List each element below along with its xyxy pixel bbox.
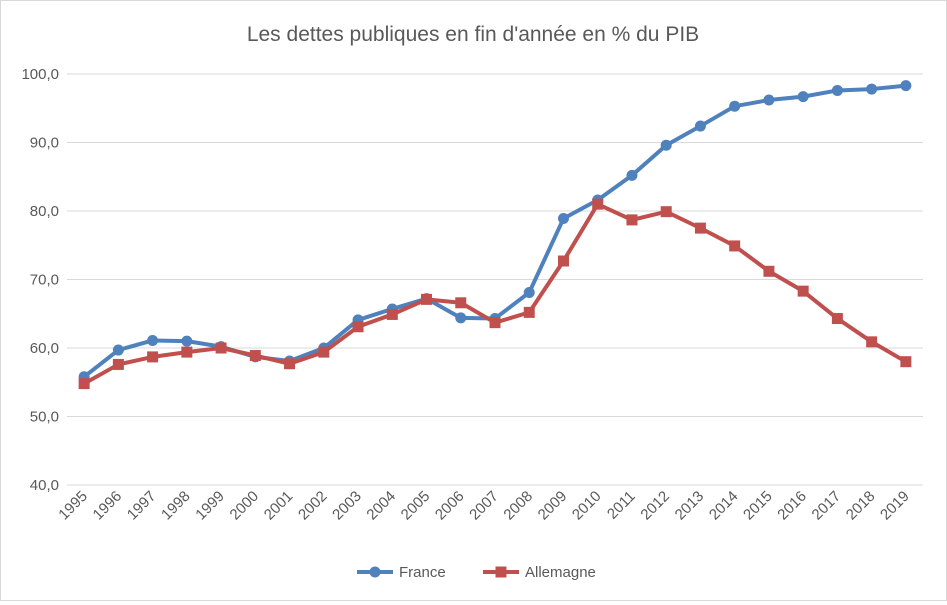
x-tick-label: 2016	[774, 488, 810, 524]
data-point	[763, 265, 775, 277]
legend-marker	[495, 566, 507, 578]
data-point	[386, 308, 398, 320]
legend-marker	[369, 566, 381, 578]
data-point	[866, 83, 878, 95]
x-tick-label: 2001	[261, 488, 297, 524]
data-point	[557, 213, 569, 225]
y-tick-label: 60,0	[30, 340, 59, 357]
series-0	[78, 80, 912, 383]
data-point	[694, 120, 706, 132]
x-tick-label: 2019	[877, 488, 913, 524]
x-tick-label: 2000	[227, 488, 263, 524]
y-tick-label: 100,0	[21, 66, 59, 83]
x-tick-label: 2018	[843, 488, 879, 524]
x-tick-label: 2002	[295, 488, 331, 524]
data-point	[900, 80, 912, 92]
data-point	[112, 358, 124, 370]
data-point	[489, 317, 501, 329]
data-point	[523, 306, 535, 318]
y-tick-label: 90,0	[30, 135, 59, 152]
series-group	[78, 80, 912, 390]
x-tick-label: 2015	[740, 488, 776, 524]
x-tick-label: 2014	[706, 488, 742, 524]
data-point	[352, 321, 364, 333]
data-point	[797, 91, 809, 103]
data-point	[181, 335, 193, 347]
data-point	[318, 346, 330, 358]
data-point	[900, 356, 912, 368]
series-line	[82, 202, 908, 386]
x-tick-label: 2009	[535, 488, 571, 524]
x-tick-label: 1998	[158, 488, 194, 524]
data-point	[626, 214, 638, 226]
data-point	[421, 293, 433, 305]
y-tick-label: 40,0	[30, 477, 59, 494]
x-tick-label: 1995	[55, 488, 91, 524]
data-point	[455, 312, 467, 324]
x-tick-label: 2013	[672, 488, 708, 524]
data-point	[831, 313, 843, 325]
data-point	[181, 346, 193, 358]
y-axis: 40,0 50,0 60,0 70,0 80,0 90,0 100,0	[21, 66, 59, 494]
y-tick-label: 80,0	[30, 203, 59, 220]
data-point	[797, 285, 809, 297]
data-point	[523, 287, 535, 299]
data-point	[626, 169, 638, 181]
data-point	[78, 378, 90, 390]
data-point	[763, 94, 775, 106]
data-point	[147, 351, 159, 363]
x-tick-label: 2012	[637, 488, 673, 524]
data-point	[215, 342, 227, 354]
data-point	[660, 206, 672, 218]
legend-item: Allemagne	[483, 564, 596, 581]
legend-item: France	[357, 564, 446, 581]
x-tick-label: 1996	[90, 488, 126, 524]
data-point	[147, 334, 159, 346]
data-point	[249, 350, 261, 362]
legend-label: Allemagne	[525, 564, 596, 581]
legend: France Allemagne	[357, 564, 596, 581]
x-tick-label: 2011	[604, 488, 639, 523]
series-1	[78, 198, 912, 390]
x-tick-label: 2010	[569, 488, 605, 524]
data-point	[455, 297, 467, 309]
x-tick-label: 2007	[466, 488, 502, 524]
x-tick-label: 1999	[192, 488, 228, 524]
y-tick-label: 70,0	[30, 272, 59, 289]
data-point	[557, 255, 569, 267]
series-line	[82, 83, 908, 379]
data-point	[694, 222, 706, 234]
x-tick-label: 2003	[329, 488, 365, 524]
chart-title: Les dettes publiques en fin d'année en %…	[247, 23, 699, 46]
x-tick-label: 1997	[124, 488, 160, 524]
data-point	[831, 84, 843, 96]
data-point	[866, 336, 878, 348]
data-point	[592, 198, 604, 210]
data-point	[112, 344, 124, 356]
x-tick-label: 2005	[398, 488, 434, 524]
gridlines	[67, 73, 923, 486]
x-axis: 1995199619971998199920002001200220032004…	[55, 488, 912, 524]
data-point	[729, 100, 741, 112]
data-point	[660, 139, 672, 151]
data-point	[729, 240, 741, 252]
legend-label: France	[399, 564, 446, 581]
data-point	[284, 358, 296, 370]
x-tick-label: 2006	[432, 488, 468, 524]
x-tick-label: 2017	[809, 488, 845, 524]
y-tick-label: 50,0	[30, 409, 59, 426]
x-tick-label: 2008	[500, 488, 536, 524]
x-tick-label: 2004	[363, 488, 399, 524]
